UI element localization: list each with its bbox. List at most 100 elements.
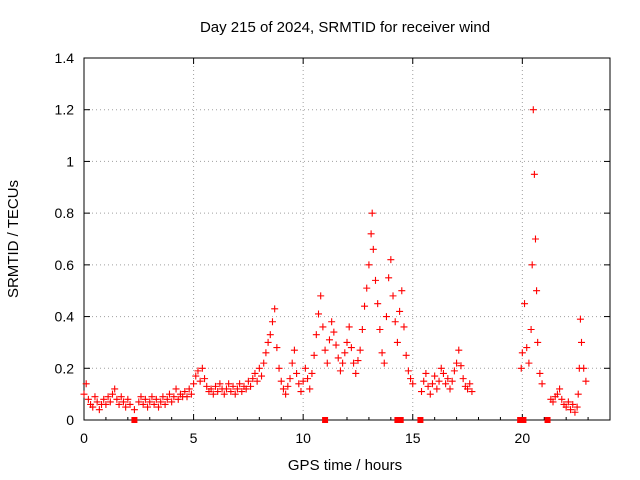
data-point	[582, 377, 590, 385]
data-point	[358, 326, 366, 333]
data-point	[518, 349, 526, 357]
data-point	[576, 315, 584, 323]
data-point	[556, 385, 564, 393]
data-point	[124, 395, 132, 403]
x-axis-label: GPS time / hours	[288, 457, 402, 474]
data-point	[352, 369, 360, 377]
x-tick-label: 20	[515, 430, 531, 446]
zero-marker	[520, 417, 527, 423]
data-point	[422, 369, 430, 377]
data-point	[102, 400, 110, 408]
data-point	[525, 359, 533, 367]
y-tick-label: 1	[66, 153, 74, 169]
data-point	[530, 170, 538, 178]
data-point	[275, 364, 283, 372]
data-point	[521, 300, 529, 308]
data-point	[113, 395, 121, 403]
data-point	[194, 367, 202, 375]
data-point	[428, 380, 436, 388]
data-point	[325, 336, 333, 344]
data-point	[117, 393, 125, 401]
data-point	[80, 390, 88, 398]
data-point	[534, 338, 542, 346]
data-point	[216, 380, 224, 388]
data-point	[553, 390, 561, 398]
data-point	[181, 388, 189, 396]
x-tick-label: 5	[190, 430, 198, 446]
zero-marker	[544, 417, 551, 423]
data-point	[391, 318, 399, 326]
data-point	[251, 369, 259, 377]
data-point	[435, 377, 443, 385]
data-point	[249, 375, 257, 383]
data-point	[144, 403, 152, 411]
data-point	[562, 403, 570, 411]
data-point	[433, 385, 441, 393]
y-tick-label: 0.8	[55, 205, 75, 221]
data-point	[293, 369, 301, 377]
data-point	[288, 359, 296, 367]
zero-marker	[417, 417, 424, 423]
data-point	[212, 382, 219, 390]
data-point	[374, 300, 382, 308]
data-point	[367, 230, 375, 238]
data-point	[279, 385, 287, 393]
data-point	[227, 388, 235, 396]
data-point	[376, 326, 384, 333]
data-point	[222, 385, 230, 393]
data-point	[528, 261, 536, 269]
data-point	[174, 395, 182, 403]
data-point	[439, 369, 447, 377]
data-point	[207, 385, 215, 393]
zero-marker	[322, 417, 329, 423]
data-point	[253, 377, 261, 385]
data-point	[214, 388, 222, 396]
data-point	[571, 408, 579, 416]
data-point	[345, 323, 353, 331]
data-point	[527, 326, 535, 333]
data-point	[446, 385, 454, 393]
data-point	[233, 385, 241, 393]
data-point	[448, 377, 456, 385]
data-point	[159, 393, 167, 401]
x-tick-label: 10	[295, 430, 311, 446]
data-point	[404, 367, 412, 375]
data-point	[369, 245, 377, 253]
data-point	[150, 400, 158, 408]
data-point	[564, 398, 572, 406]
data-point	[264, 338, 272, 346]
data-point	[146, 398, 154, 406]
data-point	[282, 390, 290, 398]
data-point	[196, 377, 204, 385]
zero-marker	[517, 417, 524, 423]
data-point	[229, 382, 237, 390]
chart-title: Day 215 of 2024, SRMTID for receiver win…	[200, 19, 490, 36]
data-point	[382, 313, 390, 321]
data-point	[258, 372, 266, 380]
data-point	[578, 338, 586, 346]
y-tick-label: 0	[66, 412, 74, 428]
data-point	[247, 382, 255, 390]
data-point	[295, 380, 303, 388]
data-point	[354, 357, 362, 365]
data-point	[450, 367, 458, 375]
data-point	[271, 305, 279, 313]
data-point	[192, 372, 200, 380]
data-point	[334, 354, 342, 362]
data-point	[185, 385, 193, 393]
data-point	[108, 390, 116, 398]
data-point	[453, 359, 461, 367]
data-point	[163, 395, 171, 403]
data-point	[380, 359, 388, 367]
data-point	[209, 390, 217, 398]
data-point	[517, 364, 525, 372]
y-tick-label: 1.2	[55, 102, 75, 118]
data-point	[393, 338, 401, 346]
data-point	[466, 380, 474, 388]
data-point	[567, 406, 575, 414]
data-point	[363, 284, 371, 292]
data-point	[286, 375, 294, 383]
data-point	[356, 346, 364, 354]
data-point	[347, 344, 355, 352]
